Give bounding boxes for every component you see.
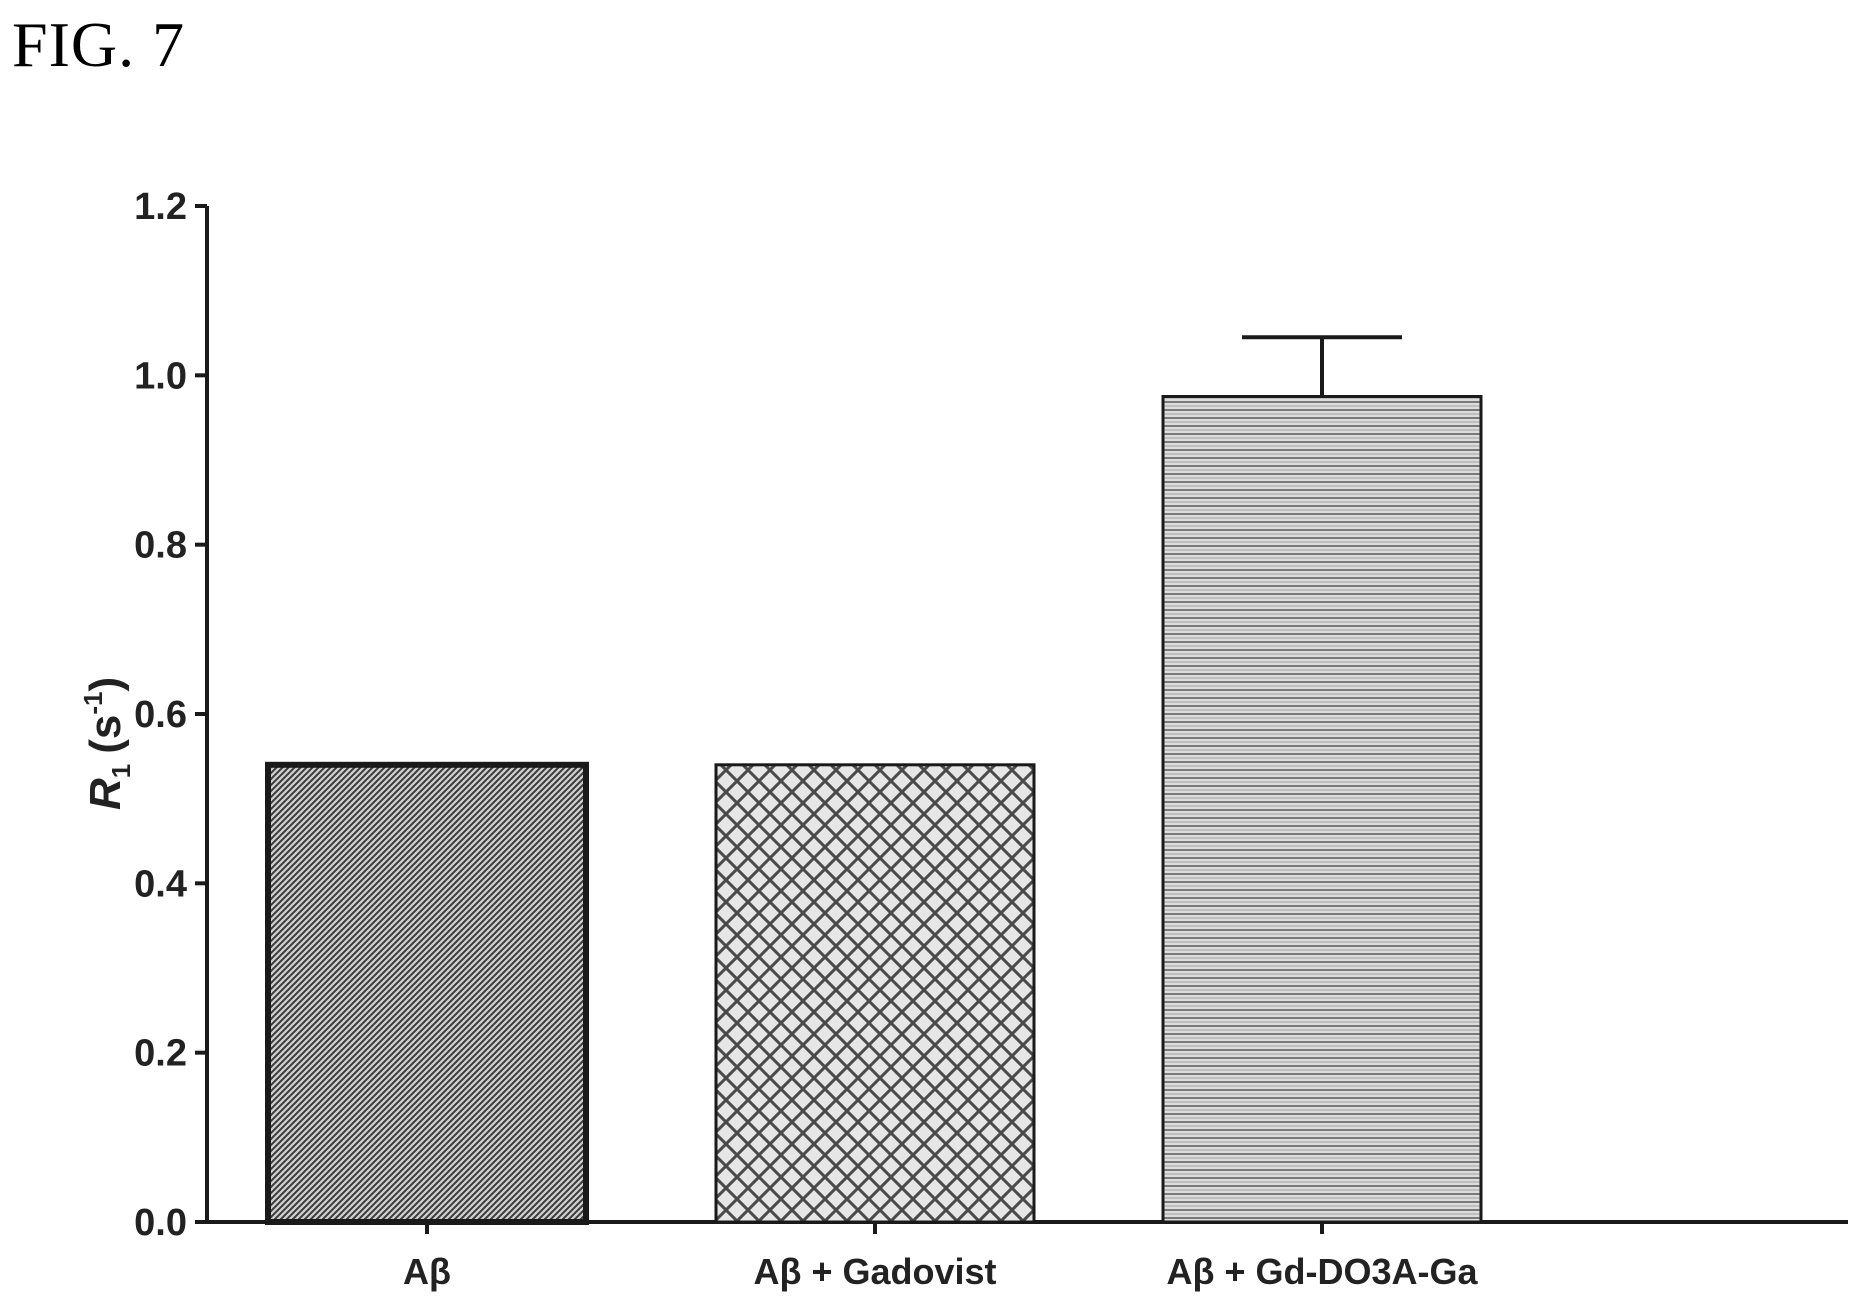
y-tick-label: 0.0 — [134, 1202, 187, 1244]
y-tick-label: 0.2 — [134, 1033, 187, 1075]
y-tick-label: 0.6 — [134, 694, 187, 736]
x-tick-label: Aβ + Gadovist — [753, 1251, 996, 1292]
bar-2 — [714, 763, 1036, 1224]
bar-1 — [265, 761, 589, 1225]
y-tick-label: 0.4 — [134, 863, 187, 905]
x-axis-ticks: Aβ Aβ + Gadovist Aβ + Gd-DO3A-Ga — [403, 1222, 1478, 1292]
x-tick-label: Aβ + Gd-DO3A-Ga — [1166, 1251, 1478, 1292]
y-tick-label: 0.8 — [134, 525, 187, 567]
bar-3 — [1161, 395, 1483, 1224]
y-tick-label: 1.0 — [134, 355, 187, 397]
bars-group — [265, 335, 1483, 1225]
figure-label: FIG. 7 — [12, 9, 186, 80]
x-tick-label: Aβ — [403, 1251, 451, 1292]
y-tick-label: 1.2 — [134, 186, 187, 228]
y-axis-title: R1(s-1) — [78, 677, 136, 810]
y-axis-ticks: 0.0 0.2 0.4 0.6 0.8 1.0 1.2 — [134, 186, 207, 1244]
